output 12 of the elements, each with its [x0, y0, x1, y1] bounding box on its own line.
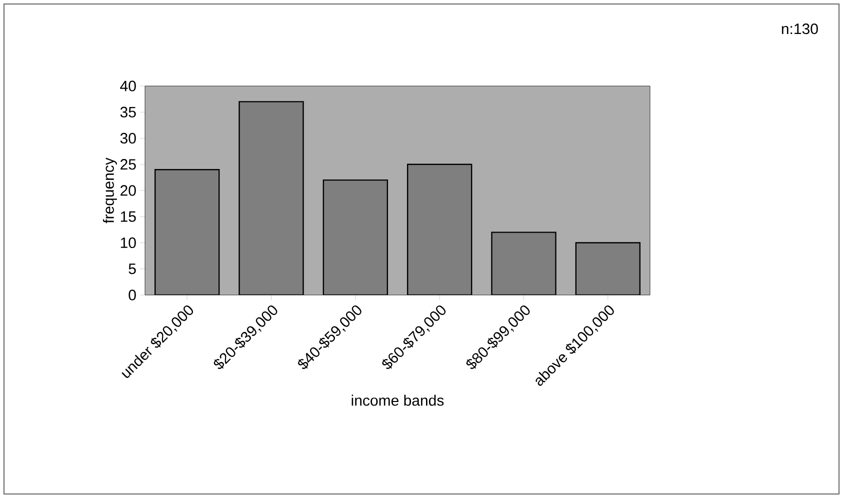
y-tick-label: 40: [120, 80, 136, 92]
text: n:130: [782, 24, 818, 34]
y-tick-label: 35: [120, 106, 136, 118]
y-axis-title: frequency: [102, 158, 117, 224]
y-tick-label: 15: [120, 211, 136, 222]
x-axis-title: income bands: [352, 394, 444, 406]
y-tick-label: 10: [120, 237, 136, 248]
y-tick-label: 25: [120, 159, 136, 170]
y-tick-label: 30: [120, 132, 136, 144]
y-tick-label: 20: [120, 185, 136, 196]
y-tick-label: 5: [128, 264, 136, 274]
y-tick-label: 0: [128, 290, 136, 300]
